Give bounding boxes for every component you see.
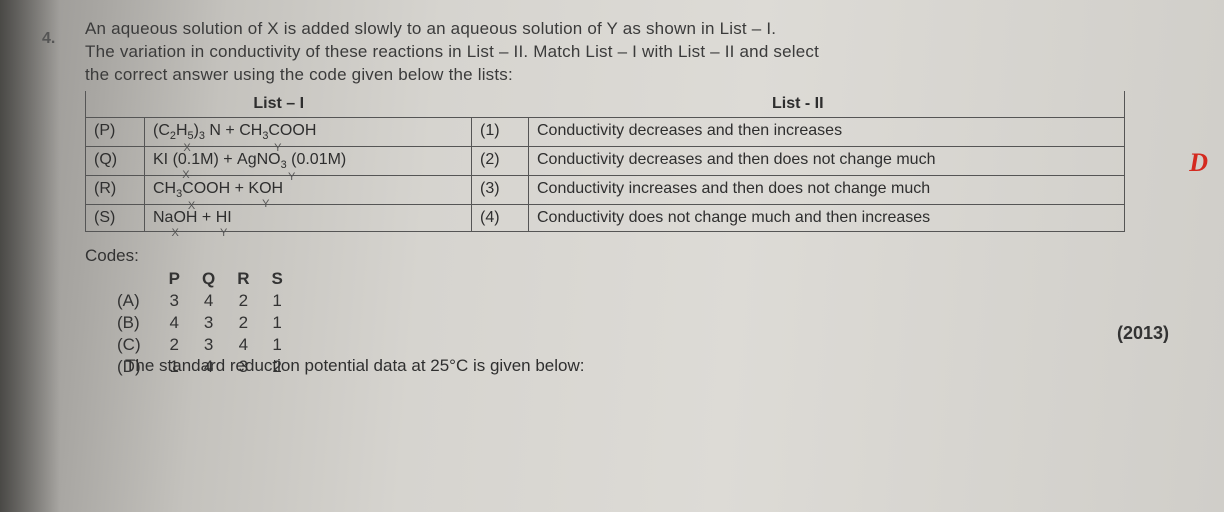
row-4-label: (4)	[472, 205, 529, 232]
codes-header-q: Q	[202, 268, 237, 290]
table-row: (S) NaOHX + HIY (4) Conductivity does no…	[86, 205, 1125, 232]
question-number: 4.	[42, 30, 55, 48]
q-line-1: An aqueous solution of X is added slowly…	[85, 19, 776, 38]
row-4-text: Conductivity does not change much and th…	[529, 205, 1125, 232]
option-b-s: 1	[271, 312, 304, 334]
year-label: (2013)	[1117, 323, 1169, 344]
row-s-label: (S)	[86, 205, 145, 232]
option-a-s: 1	[271, 290, 304, 312]
row-1-label: (1)	[472, 117, 529, 146]
codes-header-r: R	[237, 268, 271, 290]
codes-header-s: S	[271, 268, 304, 290]
row-3-text: Conductivity increases and then does not…	[529, 176, 1125, 205]
row-r-label: (R)	[86, 176, 145, 205]
q-line-2: The variation in conductivity of these r…	[85, 42, 819, 61]
row-3-label: (3)	[472, 176, 529, 205]
codes-label: Codes:	[85, 246, 1175, 266]
table-row: (P) (C2H5)3 NX + CH3COOHY (1) Conductivi…	[86, 117, 1125, 146]
row-q-label: (Q)	[86, 147, 145, 176]
option-b-q: 3	[202, 312, 237, 334]
page-binding-shadow	[0, 0, 60, 512]
row-p-content: (C2H5)3 NX + CH3COOHY	[145, 117, 472, 146]
codes-row: (B) 4 3 2 1	[117, 312, 305, 334]
question-text: An aqueous solution of X is added slowly…	[85, 18, 1175, 87]
option-c-s: 1	[271, 334, 304, 356]
option-a-r: 2	[237, 290, 271, 312]
option-c-label: (C)	[117, 334, 169, 356]
row-1-text: Conductivity decreases and then increase…	[529, 117, 1125, 146]
row-q-content: KI (0.1M)X + AgNO3 (0.01M)Y	[145, 147, 472, 176]
option-b-r: 2	[237, 312, 271, 334]
option-a-p: 3	[169, 290, 202, 312]
codes-header-p: P	[169, 268, 202, 290]
option-c-r: 4	[237, 334, 271, 356]
row-2-text: Conductivity decreases and then does not…	[529, 147, 1125, 176]
row-p-label: (P)	[86, 117, 145, 146]
option-a-q: 4	[202, 290, 237, 312]
row-2-label: (2)	[472, 147, 529, 176]
option-c-q: 3	[202, 334, 237, 356]
option-a-label: (A)	[117, 290, 169, 312]
header-list-i: List – I	[86, 91, 472, 118]
question-body: An aqueous solution of X is added slowly…	[85, 18, 1175, 378]
option-b-p: 4	[169, 312, 202, 334]
q-line-3: the correct answer using the code given …	[85, 65, 513, 84]
row-s-content: NaOHX + HIY	[145, 205, 472, 232]
table-row: (R) CH3COOHX + KOHY (3) Conductivity inc…	[86, 176, 1125, 205]
table-row: (Q) KI (0.1M)X + AgNO3 (0.01M)Y (2) Cond…	[86, 147, 1125, 176]
match-table: List – I List - II (P) (C2H5)3 NX + CH3C…	[85, 91, 1125, 233]
next-question-fragment: The standard reduction potential data at…	[125, 356, 584, 376]
option-c-p: 2	[169, 334, 202, 356]
option-b-label: (B)	[117, 312, 169, 334]
header-list-ii: List - II	[472, 91, 1125, 118]
handwritten-annotation: D	[1189, 148, 1208, 178]
row-r-content: CH3COOHX + KOHY	[145, 176, 472, 205]
codes-row: (C) 2 3 4 1	[117, 334, 305, 356]
codes-row: (A) 3 4 2 1	[117, 290, 305, 312]
